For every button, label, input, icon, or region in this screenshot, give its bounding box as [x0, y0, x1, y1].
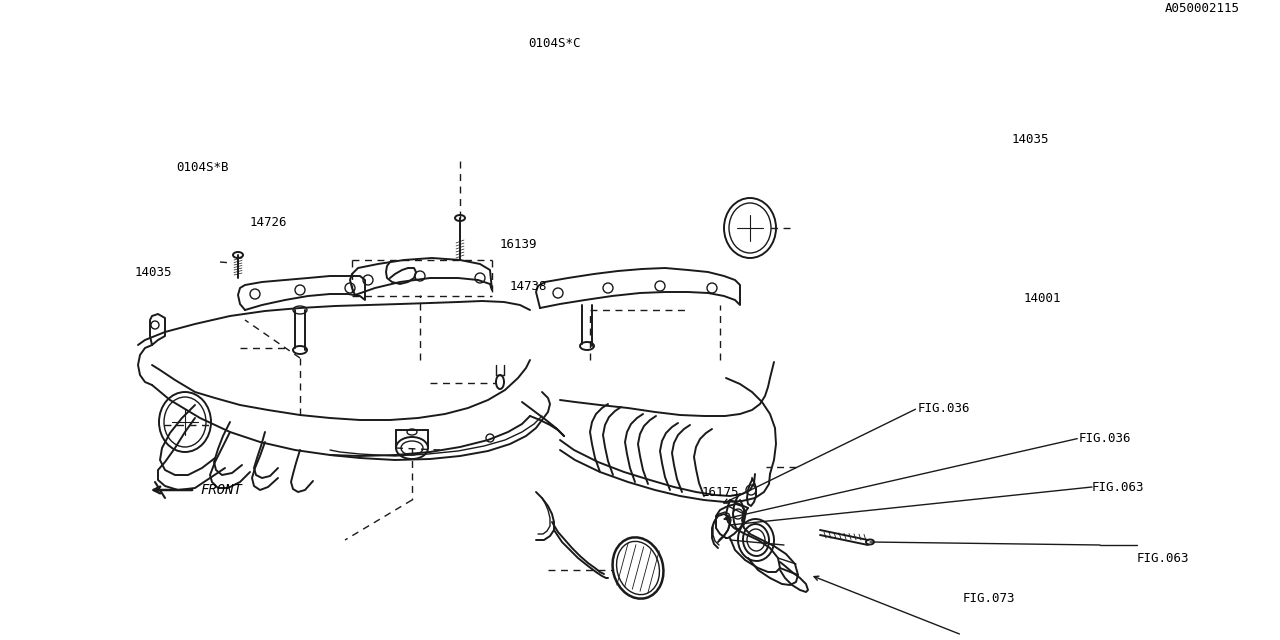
Text: FIG.036: FIG.036: [918, 402, 970, 415]
Text: FIG.063: FIG.063: [1137, 552, 1189, 564]
Text: 16139: 16139: [499, 238, 536, 251]
Text: 0104S*C: 0104S*C: [529, 37, 581, 50]
Text: 14001: 14001: [1024, 292, 1061, 305]
Text: 16175: 16175: [701, 486, 739, 499]
Text: FIG.063: FIG.063: [1092, 481, 1144, 494]
Text: 14035: 14035: [1011, 133, 1048, 146]
Text: FRONT: FRONT: [200, 483, 242, 497]
Text: 14035: 14035: [134, 266, 172, 278]
Text: 14738: 14738: [509, 280, 547, 293]
Text: FIG.036: FIG.036: [1079, 432, 1132, 445]
Text: 14726: 14726: [250, 216, 287, 229]
Text: FIG.073: FIG.073: [963, 592, 1015, 605]
Text: 0104S*B: 0104S*B: [177, 161, 229, 174]
Text: A050002115: A050002115: [1165, 2, 1240, 15]
